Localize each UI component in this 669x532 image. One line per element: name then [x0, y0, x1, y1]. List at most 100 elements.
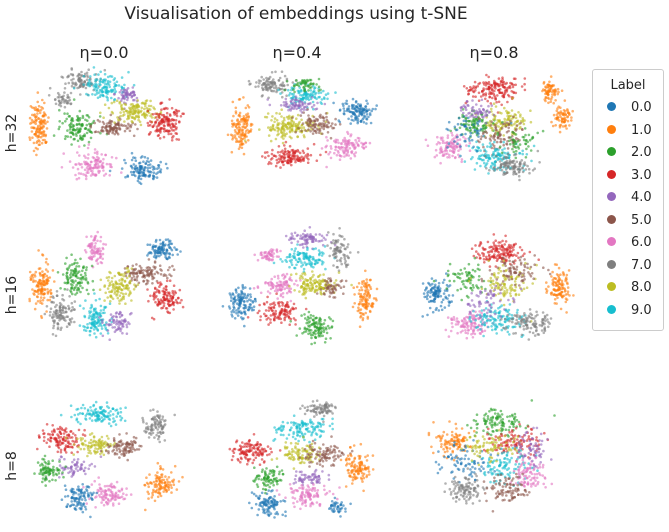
point	[83, 72, 87, 76]
point	[56, 271, 60, 274]
point	[122, 107, 125, 111]
point	[92, 323, 95, 326]
point	[100, 89, 103, 93]
point	[134, 109, 137, 112]
point	[69, 275, 73, 279]
point	[455, 145, 459, 149]
point	[118, 91, 122, 94]
point	[120, 279, 124, 282]
point	[61, 76, 65, 79]
point	[369, 113, 372, 117]
point	[66, 268, 70, 272]
point	[134, 114, 138, 118]
point	[269, 139, 273, 143]
point	[52, 321, 56, 325]
point	[268, 80, 271, 84]
point	[176, 301, 179, 305]
point	[552, 113, 556, 117]
point	[353, 143, 356, 147]
point	[465, 144, 468, 147]
point	[234, 125, 238, 129]
point	[82, 83, 85, 86]
point	[73, 300, 77, 303]
point	[329, 156, 333, 160]
point	[487, 87, 490, 91]
point	[452, 137, 456, 140]
point	[130, 267, 134, 270]
point	[132, 170, 135, 174]
point	[143, 107, 146, 111]
point	[554, 124, 557, 127]
point	[282, 277, 286, 280]
point	[166, 166, 169, 170]
point	[68, 160, 72, 163]
point	[459, 109, 463, 112]
point	[147, 160, 151, 164]
point	[305, 78, 309, 82]
point	[52, 301, 55, 304]
point	[266, 290, 270, 293]
point	[176, 253, 179, 256]
point	[503, 117, 507, 121]
point	[311, 258, 315, 261]
point	[319, 101, 323, 104]
point	[570, 116, 573, 119]
point	[133, 283, 136, 287]
point	[508, 115, 511, 118]
point	[37, 267, 41, 271]
point	[169, 242, 172, 245]
point	[359, 112, 362, 115]
point	[555, 116, 559, 119]
point	[303, 102, 307, 105]
point	[56, 327, 60, 331]
point	[504, 168, 508, 171]
point	[108, 80, 112, 84]
point	[123, 120, 126, 123]
point	[285, 132, 288, 135]
point	[457, 116, 461, 120]
point	[458, 126, 462, 130]
point	[76, 261, 79, 265]
point	[146, 109, 150, 113]
point	[43, 119, 46, 123]
point	[113, 98, 117, 101]
point	[76, 114, 79, 118]
point	[514, 149, 518, 153]
point	[122, 295, 126, 298]
point	[524, 156, 528, 159]
figure-title: Visualisation of embeddings using t-SNE	[124, 4, 467, 24]
point	[105, 91, 108, 94]
point	[446, 136, 450, 140]
point	[490, 161, 494, 165]
point	[131, 102, 134, 106]
point	[275, 119, 279, 122]
point	[354, 109, 358, 113]
point	[126, 321, 130, 324]
point	[120, 167, 124, 170]
point	[46, 288, 49, 291]
point	[297, 126, 300, 130]
point	[321, 132, 324, 136]
point	[66, 93, 69, 97]
point	[174, 248, 178, 251]
point	[70, 286, 73, 290]
point	[173, 246, 176, 249]
point	[340, 146, 343, 149]
point	[226, 133, 230, 137]
point	[149, 99, 152, 103]
point	[289, 299, 293, 303]
point	[156, 288, 159, 292]
point	[114, 83, 118, 87]
point	[137, 118, 140, 122]
point	[83, 168, 87, 172]
point	[107, 323, 111, 327]
point	[510, 109, 514, 112]
point	[36, 283, 39, 287]
point	[94, 78, 97, 81]
point	[86, 326, 90, 329]
point	[92, 239, 95, 242]
point	[344, 141, 348, 145]
point	[247, 116, 250, 119]
point	[332, 126, 336, 130]
point	[86, 75, 90, 79]
